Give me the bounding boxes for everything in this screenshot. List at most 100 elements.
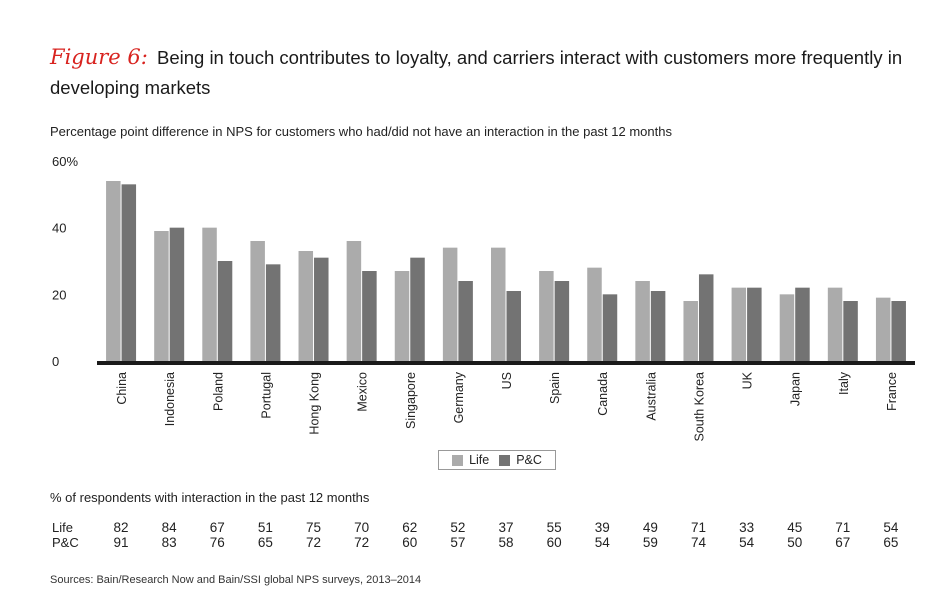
y-tick-label: 60% bbox=[52, 154, 78, 169]
x-tick-label: Canada bbox=[596, 372, 610, 416]
bar-life bbox=[106, 181, 121, 361]
table-cell: 58 bbox=[498, 535, 514, 550]
x-tick-label: US bbox=[500, 372, 514, 389]
bar-pc bbox=[410, 257, 425, 361]
bar-pc bbox=[169, 227, 185, 361]
legend-item-life: Life bbox=[452, 453, 489, 467]
table-cell: 55 bbox=[546, 520, 562, 535]
x-tick-label: Indonesia bbox=[163, 372, 177, 426]
table-cell: 84 bbox=[161, 520, 177, 535]
table-cell: 60 bbox=[402, 535, 418, 550]
bar-chart: 0 20 40 60% China Indonesia Poland Portugal Hong… bbox=[52, 154, 915, 442]
table-cell: 74 bbox=[690, 535, 706, 550]
bar-life bbox=[250, 241, 265, 361]
table-cell: 39 bbox=[594, 520, 610, 535]
table-cell: 50 bbox=[787, 535, 803, 550]
bar-life bbox=[394, 271, 410, 361]
table-cell: 54 bbox=[594, 535, 610, 550]
chart-subtitle: Percentage point difference in NPS for c… bbox=[50, 124, 672, 139]
bar-pc bbox=[362, 271, 377, 361]
x-tick-label: Germany bbox=[452, 371, 466, 423]
bar-life bbox=[298, 251, 314, 361]
table-cell: 67 bbox=[209, 520, 225, 535]
bar-life bbox=[683, 301, 698, 361]
bar-pc bbox=[458, 281, 473, 361]
bar-pc bbox=[650, 291, 666, 361]
source-note: Sources: Bain/Research Now and Bain/SSI … bbox=[50, 574, 422, 586]
bar-pc bbox=[698, 274, 714, 361]
bar-life bbox=[202, 227, 217, 361]
bar-life bbox=[442, 247, 458, 361]
table-cell: 59 bbox=[642, 535, 658, 550]
table-cell: 71 bbox=[690, 520, 706, 535]
figure-title: Figure 6: Being in touch contributes to … bbox=[50, 42, 930, 103]
x-tick-label: France bbox=[885, 372, 899, 411]
figure-title-text: Being in touch contributes to loyalty, a… bbox=[50, 47, 903, 98]
table-cell: 76 bbox=[209, 535, 225, 550]
bar-life bbox=[635, 281, 650, 361]
table-cell: 62 bbox=[402, 520, 418, 535]
table-row-label: Life bbox=[52, 520, 73, 535]
y-tick-label: 40 bbox=[52, 221, 66, 236]
legend-swatch-life bbox=[452, 454, 464, 466]
bar-pc bbox=[747, 287, 762, 361]
y-tick-label: 0 bbox=[52, 354, 59, 369]
legend-swatch-pc bbox=[499, 454, 511, 466]
legend-label-life: Life bbox=[469, 453, 490, 467]
bar-pc bbox=[506, 291, 521, 361]
table-cell: 67 bbox=[835, 535, 851, 550]
table-cell: 37 bbox=[498, 520, 514, 535]
bar-pc bbox=[314, 257, 329, 361]
x-tick-label: Spain bbox=[548, 372, 562, 404]
legend-item-pc: P&C bbox=[499, 453, 542, 467]
table-cell: 83 bbox=[161, 535, 177, 550]
bar-life bbox=[154, 231, 169, 361]
table-row-label: P&C bbox=[52, 535, 79, 550]
x-tick-label: South Korea bbox=[692, 372, 706, 442]
x-tick-label: Poland bbox=[211, 372, 225, 411]
table-cell: 54 bbox=[883, 520, 899, 535]
x-tick-label: Hong Kong bbox=[308, 372, 322, 435]
bar-pc bbox=[795, 287, 810, 361]
table-cell: 51 bbox=[257, 520, 273, 535]
table-cell: 45 bbox=[787, 520, 803, 535]
table-cell: 82 bbox=[113, 520, 129, 535]
chart-legend: Life P&C bbox=[438, 450, 556, 470]
bar-pc bbox=[265, 264, 281, 361]
x-tick-label: Italy bbox=[837, 371, 851, 395]
x-tick-label: Australia bbox=[644, 372, 658, 421]
bar-pc bbox=[891, 301, 906, 361]
table-cell: 72 bbox=[306, 535, 322, 550]
table-cell: 71 bbox=[835, 520, 851, 535]
bar-life bbox=[875, 297, 891, 361]
table-cell: 52 bbox=[450, 520, 466, 535]
bar-pc bbox=[602, 294, 618, 361]
table-cell: 57 bbox=[450, 535, 466, 550]
x-tick-label: Singapore bbox=[404, 372, 418, 429]
y-tick-label: 20 bbox=[52, 287, 66, 302]
table-cell: 91 bbox=[113, 535, 129, 550]
figure-label: Figure 6: bbox=[50, 45, 148, 69]
bar-pc bbox=[554, 281, 570, 361]
x-tick-label: UK bbox=[741, 371, 755, 389]
table-cell: 65 bbox=[883, 535, 899, 550]
bar-life bbox=[779, 294, 795, 361]
x-tick-label: China bbox=[115, 372, 129, 405]
bar-life bbox=[346, 241, 362, 361]
table-cell: 70 bbox=[354, 520, 370, 535]
bar-pc bbox=[217, 261, 233, 361]
table-title: % of respondents with interaction in the… bbox=[50, 490, 370, 505]
table-cell: 65 bbox=[257, 535, 273, 550]
bar-life bbox=[827, 287, 843, 361]
table-cell: 75 bbox=[306, 520, 322, 535]
bar-life bbox=[491, 247, 506, 361]
x-axis-baseline bbox=[97, 361, 915, 365]
bar-life bbox=[587, 267, 602, 361]
table-cell: 54 bbox=[739, 535, 755, 550]
table-cell: 60 bbox=[546, 535, 562, 550]
bar-life bbox=[539, 271, 554, 361]
bar-pc bbox=[121, 184, 137, 361]
x-tick-label: Portugal bbox=[259, 372, 273, 419]
x-tick-label: Japan bbox=[789, 372, 803, 406]
bar-life bbox=[731, 287, 747, 361]
